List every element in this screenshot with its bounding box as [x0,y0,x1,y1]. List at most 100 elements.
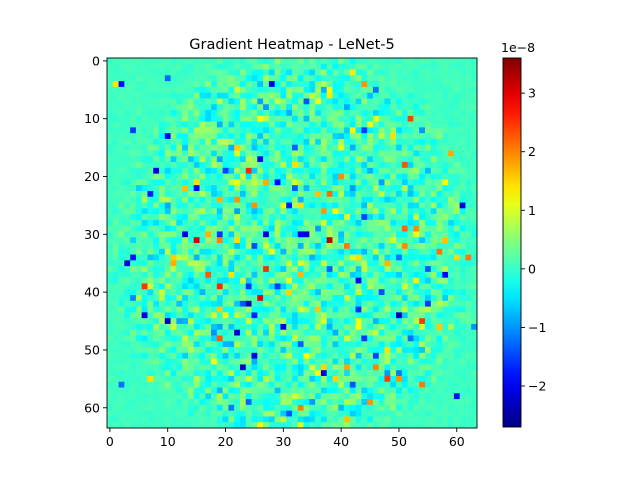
heatmap-cell [442,318,449,325]
heatmap-cell [361,266,368,273]
heatmap-cell [245,318,252,325]
heatmap-cell [367,58,374,65]
heatmap-cell [349,69,356,76]
heatmap-cell [193,375,200,383]
heatmap-cell [338,58,345,65]
heatmap-cell [378,98,385,105]
heatmap-cell [413,58,420,65]
heatmap-cell [442,115,449,122]
heatmap-cell [234,115,241,122]
heatmap-cell [176,86,183,94]
heatmap-cell [182,410,189,417]
heatmap-cell [118,127,125,134]
heatmap-cell [436,404,443,412]
heatmap-cell [170,266,177,273]
heatmap-cell [309,138,316,146]
heatmap-cell [413,104,420,111]
heatmap-cell [344,196,351,203]
heatmap-cell [355,81,362,88]
heatmap-cell [419,104,426,111]
heatmap-cell [141,121,148,128]
heatmap-cell [216,58,223,65]
heatmap-cell [344,225,351,232]
heatmap-cell [309,318,316,325]
heatmap-cell [396,231,403,238]
heatmap-cell [222,410,229,417]
heatmap-cell [430,208,437,215]
heatmap-cell [320,110,328,117]
heatmap-cell [112,98,119,105]
heatmap-cell [448,347,455,354]
heatmap-cell [251,115,258,122]
heatmap-cell [135,219,143,227]
heatmap-cell [107,410,114,417]
heatmap-cell [471,283,478,290]
heatmap-cell [448,208,455,215]
heatmap-cell [257,167,264,174]
heatmap-cell [396,214,403,221]
heatmap-cell [315,144,322,151]
heatmap-cell [211,271,218,279]
heatmap-cell [407,138,414,146]
heatmap-cell [459,352,466,359]
heatmap-cell [315,404,322,412]
heatmap-cell [332,208,339,215]
heatmap-cell [280,167,287,174]
heatmap-cell [367,219,374,227]
heatmap-cell [135,352,143,359]
heatmap-cell [268,404,276,412]
heatmap-cell [135,92,143,99]
heatmap-cell [424,63,432,70]
heatmap-cell [315,98,322,105]
heatmap-cell [430,416,437,423]
heatmap-cell [263,202,270,209]
heatmap-cell [303,341,310,348]
heatmap-cell [424,58,432,65]
heatmap-cell [187,63,195,70]
heatmap-cell [159,335,166,342]
heatmap-cell [193,410,200,417]
heatmap-cell [239,295,247,302]
heatmap-cell [303,364,310,371]
heatmap-cell [245,121,252,128]
heatmap-cell [344,318,351,325]
heatmap-cell [159,416,166,423]
heatmap-cell [274,387,281,394]
heatmap-cell [239,86,247,94]
heatmap-cell [407,318,414,325]
heatmap-cell [187,306,195,313]
heatmap-cell [349,173,356,180]
heatmap-cell [263,306,270,313]
heatmap-cell [153,138,160,146]
heatmap-cell [453,393,461,400]
heatmap-cell [320,185,328,192]
heatmap-cell [239,63,247,70]
heatmap-cell [286,404,293,412]
heatmap-cell [384,75,391,82]
heatmap-cell [326,173,333,180]
heatmap-cell [430,266,437,273]
heatmap-cell [367,173,374,180]
heatmap-cell [367,138,374,146]
heatmap-cell [419,58,426,65]
heatmap-cell [193,150,200,157]
heatmap-cell [193,127,200,134]
heatmap-cell [216,110,223,117]
heatmap-cell [332,104,339,111]
heatmap-cell [205,399,212,406]
heatmap-cell [424,167,432,174]
heatmap-cell [118,104,125,111]
heatmap-cell [234,58,241,65]
heatmap-cell [228,237,235,244]
heatmap-cell [303,127,310,134]
heatmap-cell [199,243,206,250]
heatmap-cell [234,329,241,336]
heatmap-cell [222,150,229,157]
heatmap-cell [211,318,218,325]
heatmap-cell [211,58,218,65]
heatmap-cell [297,243,304,250]
heatmap-cell [309,248,316,255]
heatmap-cell [147,283,154,290]
heatmap-cell [326,404,333,412]
heatmap-cell [413,185,420,192]
